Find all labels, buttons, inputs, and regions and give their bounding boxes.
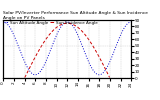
Text: Solar PV/Inverter Performance Sun Altitude Angle & Sun Incidence Angle on PV Pan: Solar PV/Inverter Performance Sun Altitu… xyxy=(3,11,148,20)
Legend: Sun Altitude Angle, Sun Incidence Angle: Sun Altitude Angle, Sun Incidence Angle xyxy=(4,21,98,25)
